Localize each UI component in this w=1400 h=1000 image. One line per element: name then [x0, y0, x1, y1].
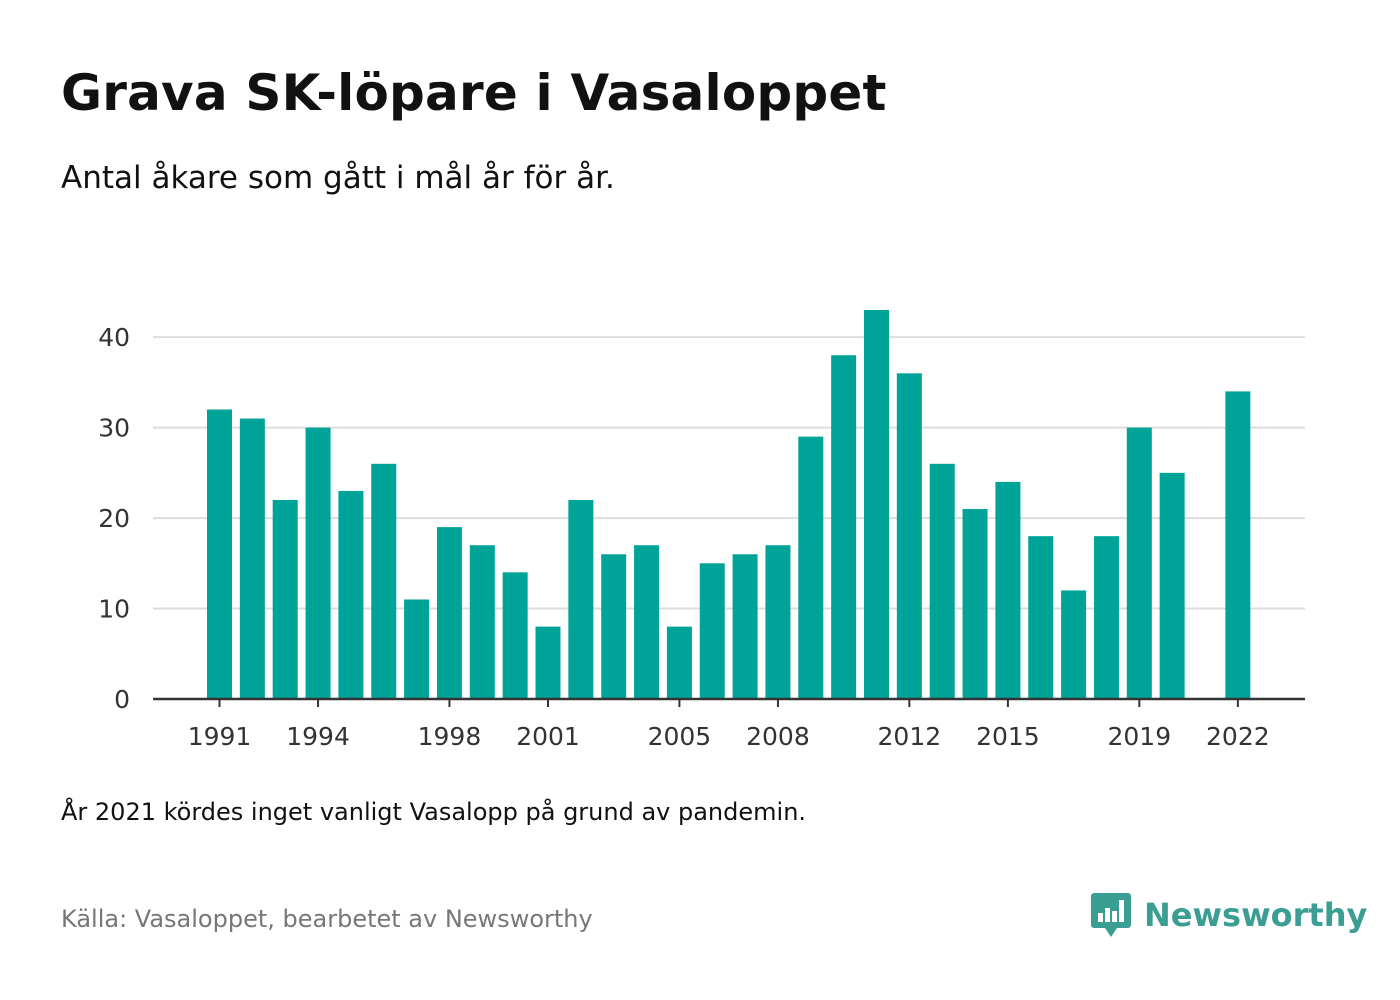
bar-2009: [798, 436, 824, 699]
y-tick-label: 30: [98, 414, 130, 443]
newsworthy-logo-icon: [1091, 893, 1131, 937]
bar-2019: [1126, 427, 1152, 699]
x-tick-label: 2005: [648, 722, 712, 751]
bar-1996: [371, 463, 397, 699]
bar-2006: [699, 563, 725, 699]
x-tick-label: 1991: [188, 722, 252, 751]
x-tick-label: 2001: [516, 722, 580, 751]
x-tick-label: 1998: [418, 722, 482, 751]
bar-2011: [864, 310, 889, 699]
x-tick-label: 2019: [1107, 722, 1171, 751]
bar-2002: [568, 499, 594, 699]
chart-note: År 2021 kördes inget vanligt Vasalopp på…: [61, 798, 807, 826]
y-tick-label: 20: [98, 504, 130, 533]
bar-chart: 0 10 20 30 40 1991 1994 1998 2001 2005 2008 2012 20…: [98, 310, 1305, 751]
bar-2012: [896, 373, 922, 699]
bar-1993: [272, 499, 298, 699]
x-tick-label: 2015: [976, 722, 1040, 751]
bar-2004: [634, 545, 660, 699]
bar-2020: [1159, 472, 1185, 699]
bar-1991: [207, 409, 232, 699]
bar-2017: [1061, 590, 1087, 699]
y-tick-label: 0: [114, 685, 130, 714]
bar-2016: [1028, 536, 1054, 699]
bar-2018: [1093, 536, 1119, 699]
bar-2014: [962, 509, 988, 699]
bar-2022: [1225, 391, 1251, 699]
brand-name: Newsworthy: [1144, 896, 1368, 934]
x-tick-label: 1994: [286, 722, 350, 751]
bar-1995: [338, 490, 364, 699]
chart-subtitle: Antal åkare som gått i mål år för år.: [61, 160, 615, 196]
bar-2001: [535, 626, 561, 699]
bar-2015: [995, 481, 1021, 699]
x-tick-label: 2012: [878, 722, 942, 751]
bars: [207, 310, 1251, 699]
brand-logo: Newsworthy: [1090, 890, 1367, 940]
x-axis-ticks: 1991 1994 1998 2001 2005 2008 2012 2015 2019 2022: [188, 699, 1270, 751]
source-text: Källa: Vasaloppet, bearbetet av Newswort…: [61, 905, 593, 933]
bar-1994: [305, 427, 331, 699]
bar-2005: [666, 626, 692, 699]
bar-2003: [601, 554, 627, 699]
bar-2000: [502, 572, 528, 699]
x-tick-label: 2008: [746, 722, 810, 751]
bar-1999: [469, 545, 495, 699]
bar-1997: [404, 599, 430, 699]
x-tick-label: 2022: [1206, 722, 1270, 751]
bar-2008: [765, 545, 791, 699]
y-tick-label: 40: [98, 323, 130, 352]
bar-2013: [929, 463, 955, 699]
bar-1992: [239, 418, 265, 699]
bar-1998: [436, 527, 462, 699]
y-tick-label: 10: [98, 595, 130, 624]
bar-2007: [732, 554, 758, 699]
bar-2010: [831, 355, 857, 699]
chart-title: Grava SK-löpare i Vasaloppet: [61, 64, 887, 122]
y-axis-ticks: 0 10 20 30 40: [98, 323, 130, 714]
